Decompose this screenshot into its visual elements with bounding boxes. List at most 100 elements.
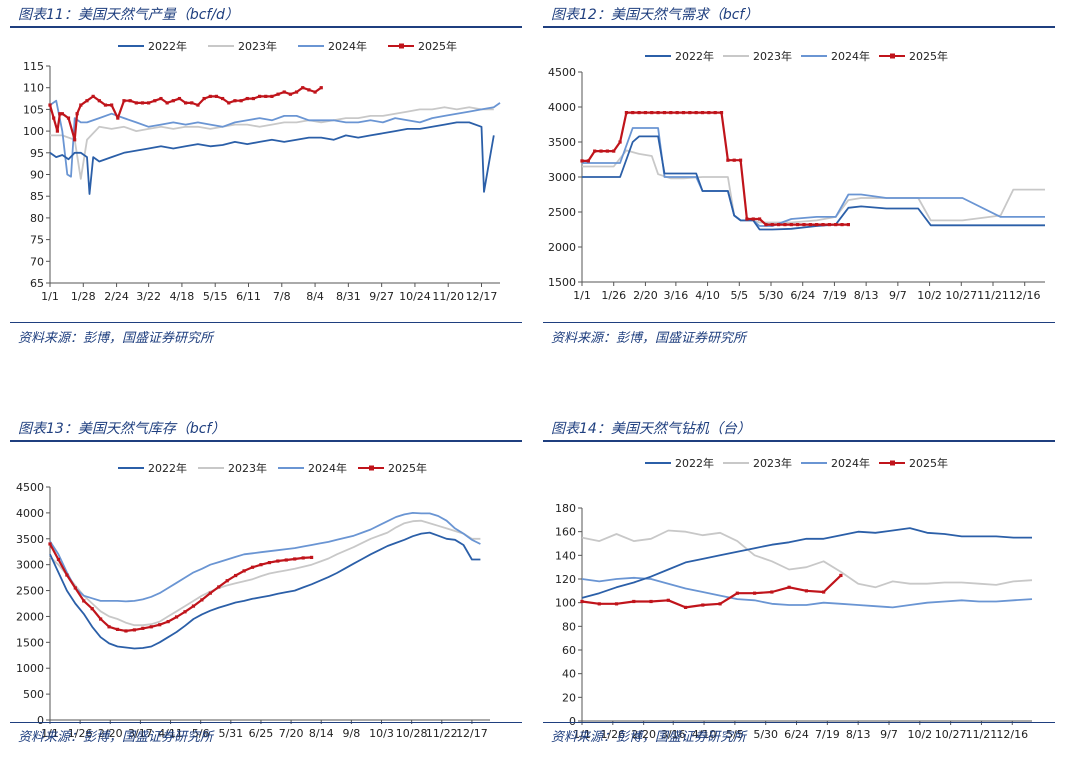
series-marker-2025	[85, 99, 89, 103]
y-tick-label: 110	[23, 82, 44, 95]
series-marker-2025	[597, 602, 601, 606]
series-marker-2025	[141, 626, 145, 630]
x-tick-label: 9/7	[889, 289, 907, 302]
series-marker-2025	[599, 149, 603, 153]
series-marker-2025	[196, 103, 200, 107]
y-tick-label: 3000	[16, 559, 44, 572]
series-marker-2025	[770, 223, 774, 227]
y-tick-label: 1500	[16, 636, 44, 649]
series-marker-2025	[284, 558, 288, 562]
legend-label-2024: 2024年	[831, 456, 870, 470]
x-tick-label: 2/20	[631, 728, 656, 741]
series-marker-2025	[632, 599, 636, 604]
x-tick-label: 4/10	[695, 289, 720, 302]
x-tick-label: 9/8	[343, 727, 361, 740]
y-tick-label: 2000	[16, 610, 44, 623]
legend-label-2025: 2025年	[909, 456, 948, 470]
y-tick-label: 1000	[16, 662, 44, 675]
chart-storage: 0 500 1000 1500 2000 2500 3000 3500 4000 4500 1/1 1…	[16, 461, 490, 740]
y-tick-label: 2500	[548, 206, 576, 219]
y-tick-label: 0	[569, 715, 576, 728]
y-tick-label: 500	[23, 688, 44, 701]
series-marker-2025	[184, 101, 188, 105]
series-marker-2025	[586, 159, 590, 163]
series-marker-2025	[751, 217, 755, 221]
x-tick-label: 5/31	[218, 727, 243, 740]
legend-label-2023: 2023年	[228, 461, 267, 475]
y-tick-label: 65	[30, 277, 44, 290]
series-marker-2025	[147, 101, 151, 105]
series-marker-2025	[149, 625, 153, 629]
y-tick-label: 180	[555, 502, 576, 515]
x-tick-label: 9/27	[369, 290, 394, 303]
y-tick-label: 2500	[16, 585, 44, 598]
series-marker-2025	[666, 598, 670, 602]
series-marker-2025	[753, 591, 757, 595]
y-tick-label: 3500	[16, 533, 44, 546]
series-marker-2025	[783, 223, 787, 227]
legend-marker-2025	[890, 460, 895, 466]
chart-title-production: 图表11：美国天然气产量（bcf/d）	[18, 7, 239, 23]
x-tick-label: 8/14	[309, 727, 334, 740]
series-marker-2025	[580, 599, 584, 604]
x-tick-label: 10/24	[399, 290, 431, 303]
series-marker-2025	[643, 111, 648, 115]
series-marker-2025	[191, 604, 196, 608]
legend-marker-2025	[890, 53, 895, 59]
x-tick-label: 1/28	[71, 290, 96, 303]
chart-source-demand: 资料来源：彭博，国盛证券研究所	[551, 331, 747, 346]
y-tick-label: 4000	[16, 507, 44, 520]
series-marker-2025	[827, 223, 831, 227]
chart-panel-storage: 图表13：美国天然气库存（bcf） 0 500 1000 1500 2000 2500 30…	[0, 414, 522, 764]
series-marker-2025	[132, 628, 136, 632]
series-marker-2025	[270, 94, 274, 98]
series-marker-2025	[718, 602, 722, 606]
series-marker-2025	[171, 99, 175, 103]
series-marker-2025	[713, 111, 717, 115]
series-marker-2025	[116, 116, 120, 120]
series-marker-2025	[707, 111, 711, 115]
x-tick-label: 12/16	[996, 728, 1028, 741]
series-marker-2025	[217, 585, 221, 589]
legend-marker-2025	[399, 43, 404, 49]
chart-source-rigs: 资料来源：彭博，国盛证券研究所	[551, 730, 747, 745]
series-marker-2025	[250, 565, 255, 569]
chart-rigs: 0 20 40 60 80 100 120 140 160 180 1/1 1/26 2/20 3/16 4…	[555, 456, 1033, 741]
x-tick-label: 1/1	[41, 290, 59, 303]
series-marker-2025	[128, 99, 132, 103]
x-tick-label: 11/21	[966, 728, 998, 741]
series-marker-2025	[124, 629, 128, 633]
series-marker-2025	[770, 590, 774, 594]
x-tick-label: 3/16	[661, 728, 686, 741]
series-marker-2025	[166, 620, 170, 624]
legend-label-2023: 2023年	[238, 39, 277, 53]
series-marker-2025	[808, 223, 812, 227]
series-marker-2025	[48, 103, 52, 107]
legend-label-2022: 2022年	[675, 49, 714, 63]
series-marker-2025	[234, 573, 238, 578]
series-marker-2025	[259, 563, 263, 567]
legend-label-2025: 2025年	[909, 49, 948, 63]
x-tick-label: 3/16	[664, 289, 689, 302]
series-marker-2025	[82, 599, 86, 603]
series-line-2024	[49, 99, 501, 178]
series-marker-2025	[821, 223, 825, 227]
x-tick-label: 6/24	[784, 728, 809, 741]
chart-source-storage: 资料来源：彭博，国盛证券研究所	[18, 730, 214, 745]
x-tick-label: 6/24	[790, 289, 815, 302]
series-marker-2025	[319, 86, 323, 90]
series-marker-2025	[65, 573, 69, 577]
title-rule	[543, 440, 1055, 442]
x-tick-label: 11/21	[977, 289, 1009, 302]
legend-label-2024: 2024年	[308, 461, 347, 475]
x-tick-label: 4/11	[158, 727, 183, 740]
series-marker-2025	[789, 223, 793, 227]
series-marker-2025	[158, 623, 162, 627]
series-marker-2025	[264, 94, 268, 98]
series-marker-2025	[52, 116, 56, 120]
y-tick-label: 95	[30, 147, 44, 160]
y-tick-label: 40	[562, 668, 576, 681]
chart-source-production: 资料来源：彭博，国盛证券研究所	[18, 331, 214, 346]
x-tick-label: 12/17	[466, 290, 498, 303]
legend-label-2022: 2022年	[675, 456, 714, 470]
